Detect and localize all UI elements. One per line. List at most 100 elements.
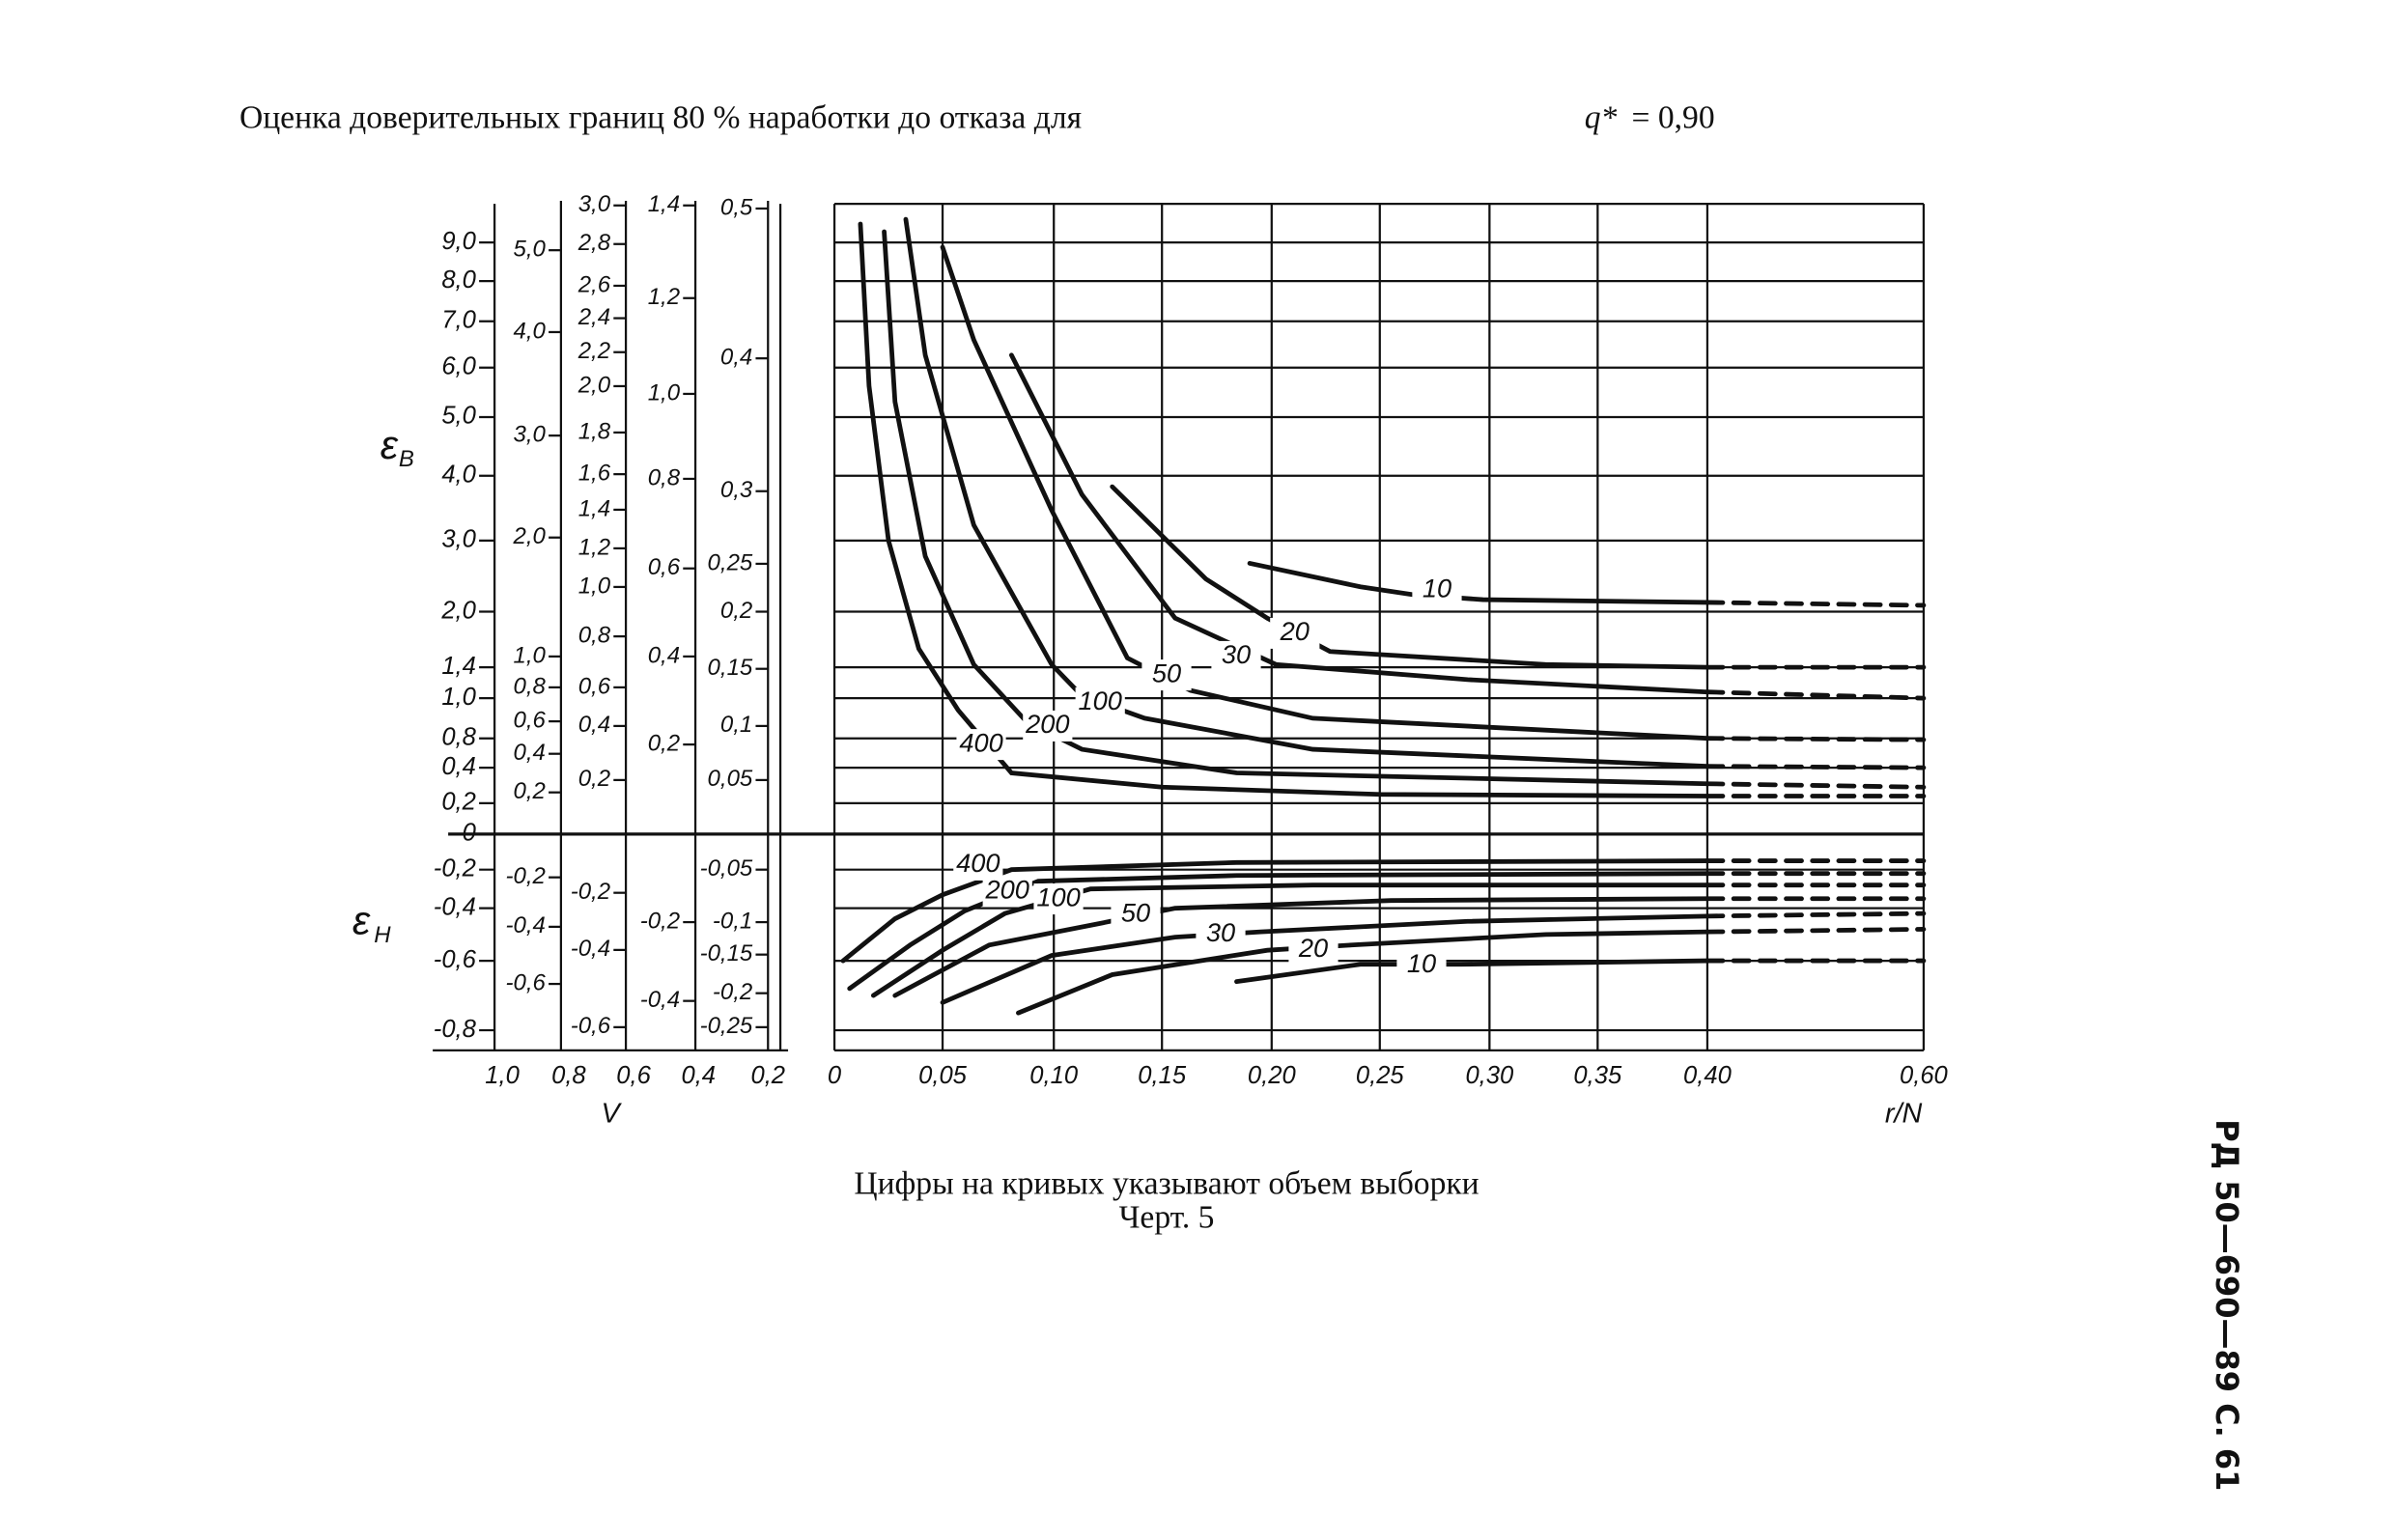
- scale-tick-label: -0,2: [640, 908, 680, 934]
- y-tick-label: 5,0: [441, 403, 476, 430]
- scale-tick-label: 1,4: [578, 495, 610, 521]
- scale-tick-label: 3,0: [514, 421, 547, 447]
- curve-label: 50: [1121, 897, 1150, 927]
- scale-tick-label: -0,4: [640, 987, 680, 1013]
- curve-label-bg: [1023, 710, 1073, 742]
- scale-tick-label: 0,8: [578, 622, 611, 648]
- curve: [858, 221, 1710, 798]
- scale-tick-label: 0,8: [514, 673, 547, 699]
- curve: [1008, 352, 1710, 695]
- y-tick-label: 6,0: [441, 353, 476, 380]
- y-label-upper-sub: В: [399, 446, 414, 472]
- y-label-upper: ε: [380, 422, 399, 467]
- x-tick-label: 0,10: [1029, 1062, 1079, 1089]
- x-tick-label: 0,25: [1356, 1062, 1405, 1089]
- curve-label-bg: [1211, 640, 1261, 672]
- y-label-lower-sub: Н: [374, 922, 391, 948]
- scale-tick-label: -0,25: [700, 1013, 753, 1039]
- scale-tick-label: 1,0: [578, 573, 611, 599]
- scale-tick-label: -0,6: [506, 969, 547, 995]
- curve-label-bg: [1196, 918, 1246, 950]
- curve-label: 20: [1280, 616, 1310, 646]
- scale-tick-label: 0,05: [708, 766, 753, 792]
- scale-tick-label: -0,6: [571, 1013, 611, 1039]
- curve-label-bg: [1141, 659, 1192, 691]
- y-tick-label: -0,6: [434, 946, 477, 973]
- scale-tick-label: -0,2: [506, 863, 546, 889]
- v-tick-label: 0,4: [681, 1062, 716, 1089]
- y-tick-label: -0,2: [434, 854, 476, 882]
- page-id: РД 50—690—89 С. 61: [2209, 1119, 2245, 1491]
- y-tick-label: 0: [463, 820, 477, 847]
- curve-label: 100: [1036, 882, 1080, 911]
- scale-tick-label: 5,0: [514, 237, 547, 263]
- x-tick-label: 0,30: [1465, 1062, 1514, 1089]
- x-tick-label: 0,20: [1248, 1062, 1297, 1089]
- y-tick-label: 3,0: [441, 526, 476, 553]
- scale-tick-label: 0,3: [720, 477, 753, 503]
- scale-tick-label: -0,05: [700, 855, 753, 882]
- scale-tick-label: 0,15: [708, 655, 753, 681]
- scale-tick-label: 2,0: [578, 372, 611, 398]
- scale-tick-label: 0,2: [720, 598, 752, 624]
- curve-dashed: [1705, 689, 1927, 701]
- curve-dashed: [1705, 600, 1927, 608]
- x-tick-label: 0,60: [1900, 1062, 1949, 1089]
- y-label-lower: ε: [352, 898, 371, 943]
- scale-tick-label: 0,4: [578, 712, 610, 738]
- scale-tick-label: 2,4: [578, 304, 610, 330]
- scale-tick-label: 0,6: [578, 673, 611, 699]
- v-tick-label: 1,0: [485, 1062, 520, 1089]
- curve-label-bg: [953, 849, 1003, 881]
- scale-tick-label: -0,15: [700, 940, 753, 966]
- scale-tick-label: 1,2: [648, 284, 680, 310]
- scale-tick-label: 0,6: [648, 554, 681, 580]
- v-tick-label: 0,8: [551, 1062, 586, 1089]
- scale-tick-label: 0,25: [708, 549, 753, 575]
- scale-tick-label: 0,5: [720, 194, 753, 220]
- curve: [882, 229, 1710, 787]
- x-axis-label: r/N: [1885, 1099, 1923, 1130]
- curve-dashed: [1705, 910, 1927, 919]
- curve-label: 10: [1407, 948, 1436, 978]
- curve-dashed: [1705, 927, 1927, 935]
- x-tick-label: 0,15: [1138, 1062, 1187, 1089]
- scale-tick-label: 0,2: [648, 730, 680, 756]
- curve-label-bg: [1075, 686, 1125, 718]
- scale-tick-label: -0,2: [571, 879, 610, 905]
- scale-tick-label: -0,4: [571, 936, 610, 962]
- curve-dashed: [1705, 764, 1927, 770]
- y-tick-label: -0,4: [434, 893, 476, 920]
- caption: Цифры на кривых указывают объем выборки: [854, 1165, 1479, 1201]
- scale-tick-label: 3,0: [578, 191, 611, 217]
- title-symbol: q*: [1585, 99, 1618, 135]
- scale-tick-label: 0,6: [514, 707, 547, 733]
- curve-label-bg: [1270, 617, 1320, 649]
- scale-tick-label: 0,4: [514, 740, 546, 766]
- scale-tick-label: -0,4: [506, 912, 546, 938]
- curve-label: 100: [1079, 686, 1122, 715]
- scale-tick-label: 1,4: [648, 191, 680, 217]
- v-axis-label: V: [601, 1099, 622, 1130]
- y-tick-label: 0,2: [441, 789, 476, 816]
- curve-dashed: [1705, 781, 1927, 790]
- scale-tick-label: 0,2: [578, 766, 610, 792]
- y-tick-label: 0,8: [441, 723, 476, 750]
- curve-label: 30: [1206, 917, 1235, 947]
- curve-label-bg: [1412, 574, 1462, 606]
- y-tick-label: 1,0: [441, 684, 476, 711]
- v-tick-label: 0,2: [750, 1062, 785, 1089]
- y-tick-label: 7,0: [441, 307, 476, 334]
- curve-label-bg: [982, 876, 1032, 908]
- scale-tick-label: 1,6: [578, 460, 611, 486]
- y-tick-label: 2,0: [440, 597, 476, 624]
- scale-tick-label: 1,0: [514, 642, 547, 668]
- y-tick-label: 8,0: [441, 266, 476, 294]
- scale-tick-label: 2,8: [578, 230, 611, 256]
- x-tick-label: 0,05: [918, 1062, 968, 1089]
- curve-label: 200: [1025, 709, 1069, 739]
- scale-tick-label: 0,8: [648, 464, 681, 490]
- scale-tick-label: 2,2: [578, 338, 610, 364]
- scale-tick-label: 1,2: [578, 534, 610, 560]
